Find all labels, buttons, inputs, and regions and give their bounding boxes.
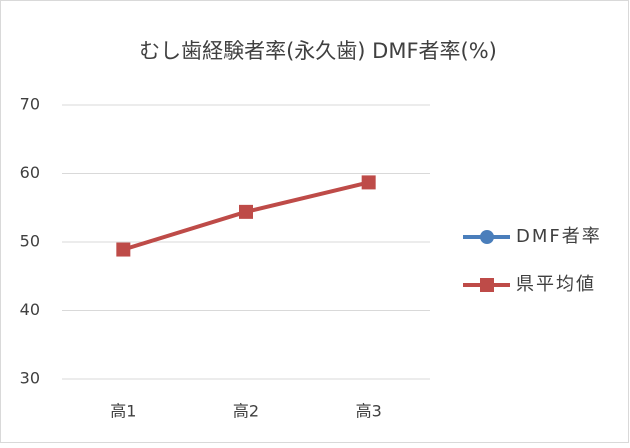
legend-label: 県平均値: [516, 274, 596, 295]
x-tick-label: 高2: [233, 402, 259, 421]
legend-marker: [480, 278, 494, 292]
chart-title: むし歯経験者率(永久歯) DMF者率(%): [139, 39, 497, 63]
x-tick-label: 高1: [110, 402, 136, 421]
y-tick-label: 60: [20, 163, 40, 182]
legend-marker: [480, 230, 494, 244]
y-tick-label: 30: [20, 369, 40, 388]
marker: [361, 175, 376, 190]
y-tick-label: 70: [20, 95, 40, 114]
x-tick-label: 高3: [356, 402, 382, 421]
y-tick-label: 40: [20, 300, 40, 319]
legend-label: DMF者率: [516, 226, 602, 247]
marker: [116, 242, 131, 257]
y-tick-label: 50: [20, 232, 40, 251]
marker: [239, 204, 253, 219]
